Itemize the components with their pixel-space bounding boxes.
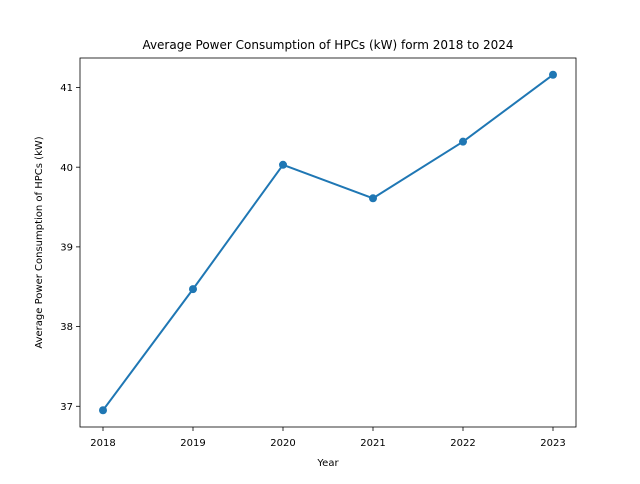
y-tick-label: 41 bbox=[60, 83, 73, 94]
data-point bbox=[459, 137, 467, 146]
y-axis-ticks: 37 38 39 40 41 bbox=[60, 83, 80, 413]
x-tick-label: 2018 bbox=[90, 438, 115, 449]
x-axis-label: Year bbox=[316, 458, 339, 469]
x-tick-label: 2020 bbox=[270, 438, 295, 449]
x-tick-label: 2023 bbox=[540, 438, 565, 449]
x-tick-label: 2021 bbox=[360, 438, 385, 449]
plot-area-frame bbox=[79, 57, 577, 428]
y-tick-label: 39 bbox=[60, 242, 73, 253]
x-tick-label: 2022 bbox=[450, 438, 475, 449]
y-tick-label: 40 bbox=[60, 163, 73, 174]
series-line bbox=[101, 73, 555, 412]
chart-title: Average Power Consumption of HPCs (kW) f… bbox=[142, 38, 513, 52]
plot-marks bbox=[99, 70, 557, 415]
data-point bbox=[189, 285, 197, 294]
data-point bbox=[549, 70, 557, 79]
y-axis-label: Average Power Consumption of HPCs (kW) bbox=[34, 136, 45, 348]
x-axis-ticks: 2018 2019 2020 2021 2022 2023 bbox=[90, 427, 566, 449]
data-point bbox=[369, 194, 377, 203]
y-tick-label: 38 bbox=[60, 322, 73, 333]
data-point bbox=[99, 406, 107, 415]
y-tick-label: 37 bbox=[60, 402, 73, 413]
x-tick-label: 2019 bbox=[180, 438, 205, 449]
data-point bbox=[279, 160, 287, 169]
